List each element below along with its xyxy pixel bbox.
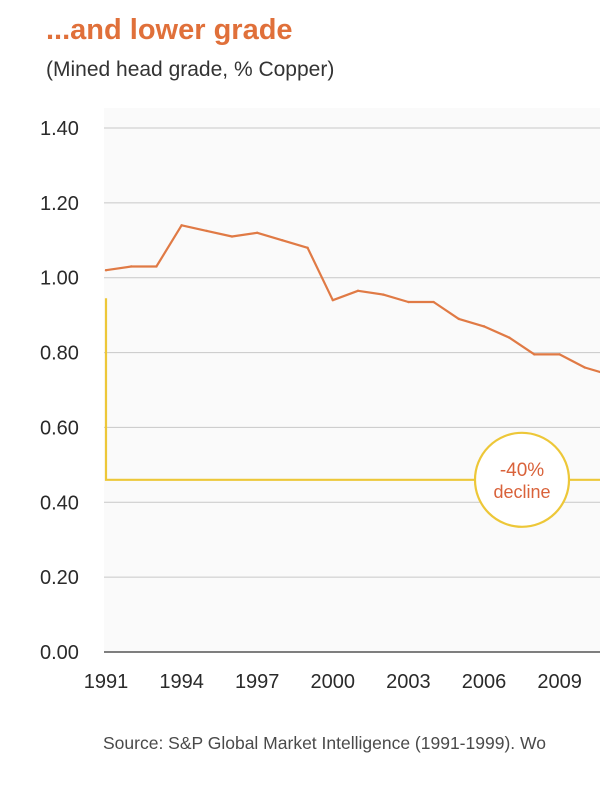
decline-bracket bbox=[104, 298, 600, 481]
decline-annotation-circle bbox=[473, 431, 571, 528]
data-point bbox=[356, 289, 360, 293]
y-tick-label: 0.00 bbox=[40, 642, 79, 664]
data-point bbox=[558, 353, 561, 356]
data-point bbox=[533, 353, 536, 356]
data-point bbox=[155, 265, 158, 268]
y-tick-label: 0.20 bbox=[40, 567, 79, 589]
data-point bbox=[407, 300, 410, 304]
data-point bbox=[256, 231, 259, 234]
y-tick-label: 0.80 bbox=[40, 343, 79, 365]
data-point bbox=[382, 293, 385, 296]
x-tick-label: 2009 bbox=[537, 671, 582, 693]
decline-annotation-label: decline bbox=[493, 482, 550, 502]
x-tick-label: 1994 bbox=[159, 671, 204, 693]
data-point bbox=[508, 336, 511, 339]
chart-title: ...and lower grade bbox=[46, 14, 293, 46]
data-point bbox=[457, 317, 460, 321]
data-point bbox=[583, 366, 586, 369]
decline-annotation-percent: -40% bbox=[500, 460, 544, 481]
chart-subtitle: (Mined head grade, % Copper) bbox=[46, 58, 335, 81]
data-point bbox=[130, 265, 133, 268]
data-point bbox=[104, 269, 108, 272]
y-tick-label: 1.00 bbox=[40, 268, 79, 290]
line-chart: 0.00 0.20 0.40 0.60 0.80 1.00 1.20 1.40 1991 1994… bbox=[40, 108, 600, 693]
data-point bbox=[180, 224, 183, 227]
x-tick-label: 2003 bbox=[386, 671, 431, 693]
data-point bbox=[482, 325, 486, 328]
y-tick-label: 0.60 bbox=[40, 417, 79, 439]
data-point bbox=[281, 239, 284, 242]
x-tick-label: 2006 bbox=[462, 671, 507, 693]
data-point bbox=[432, 300, 435, 304]
x-tick-label: 1991 bbox=[84, 671, 129, 693]
data-point bbox=[331, 298, 334, 302]
data-point bbox=[230, 235, 234, 238]
y-tick-label: 1.20 bbox=[40, 193, 79, 215]
data-point bbox=[306, 246, 309, 249]
y-tick-label: 1.40 bbox=[40, 118, 79, 140]
source-note: Source: S&P Global Market Intelligence (… bbox=[103, 733, 546, 753]
y-tick-label: 0.40 bbox=[40, 492, 79, 514]
plot-area bbox=[104, 108, 600, 652]
data-point bbox=[205, 229, 208, 233]
x-tick-label: 1997 bbox=[235, 671, 280, 693]
x-tick-label: 2000 bbox=[311, 671, 356, 693]
